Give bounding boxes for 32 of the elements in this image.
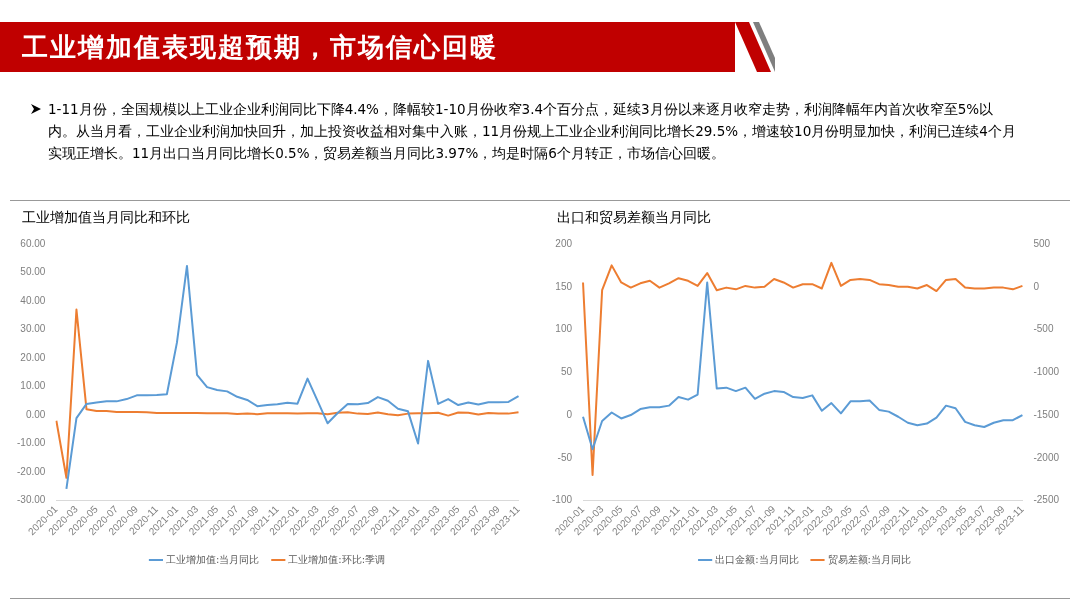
legend-label: 工业增加值:环比:季调 (288, 553, 386, 565)
y2-tick-label: -1500 (1033, 408, 1060, 420)
chart-title: 工业增加值当月同比和环比 (22, 209, 190, 227)
legend-label: 贸易差额:当月同比 (827, 553, 911, 565)
chart-title: 出口和贸易差额当月同比 (557, 209, 711, 227)
y-tick-label: 10.00 (20, 380, 46, 392)
y2-tick-label: -1000 (1033, 366, 1060, 378)
y2-tick-label: -2500 (1033, 494, 1060, 506)
y-tick-label: -20.00 (17, 465, 46, 477)
y-tick-label: 200 (555, 237, 573, 249)
y-tick-label: 150 (555, 280, 573, 292)
y-tick-label: 30.00 (20, 323, 46, 335)
y-tick-label: 0 (566, 408, 573, 420)
y-tick-label: 60.00 (20, 237, 46, 249)
y2-tick-label: 500 (1033, 237, 1051, 249)
y-tick-label: 100 (555, 323, 573, 335)
y-tick-label: 20.00 (20, 351, 46, 363)
y-tick-label: -50 (557, 451, 573, 463)
y2-tick-label: -2000 (1033, 451, 1060, 463)
y-tick-label: 50 (560, 366, 573, 378)
y-tick-label: 40.00 (20, 294, 46, 306)
text: 工业增加值表现超预期，市场信心回暖 (0, 22, 735, 72)
y-tick-label: -30.00 (17, 494, 46, 506)
legend-label: 出口金额:当月同比 (715, 553, 799, 565)
y-tick-label: 0.00 (25, 408, 46, 420)
y-tick-label: -10.00 (17, 437, 46, 449)
y2-tick-label: 0 (1033, 280, 1040, 292)
y-tick-label: 50.00 (20, 266, 46, 278)
y2-tick-label: -500 (1033, 323, 1054, 335)
y-tick-label: -100 (552, 494, 573, 506)
legend-label: 工业增加值:当月同比 (165, 553, 260, 565)
text: 1-11月份，全国规模以上工业企业利润同比下降4.4%，降幅较1-10月份收窄3.4个百分点，延续3月份以来逐月收窄走势，利润降幅年内首次收窄至5%以内。从当月看，工业企业利润加快回升，加上投资收益相对集中入账，11月份规上工业企业利润同比增长29.5%，增速较10月份明显加快，利润已连续4个月实现正增长。11月出口当月同比增长0.5%，贸易差额当月同比3.97%，均是时隔6个月转正，市场信心回暖。 (48, 100, 1017, 163)
